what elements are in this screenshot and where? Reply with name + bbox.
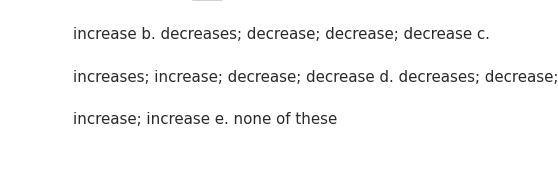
Text: increase b. decreases; decrease; decrease; decrease c.: increase b. decreases; decrease; decreas… xyxy=(73,27,489,42)
Text: increases; increase; decrease; decrease d. decreases; decrease;: increases; increase; decrease; decrease … xyxy=(73,70,558,85)
Text: increase; increase e. none of these: increase; increase e. none of these xyxy=(73,112,337,127)
